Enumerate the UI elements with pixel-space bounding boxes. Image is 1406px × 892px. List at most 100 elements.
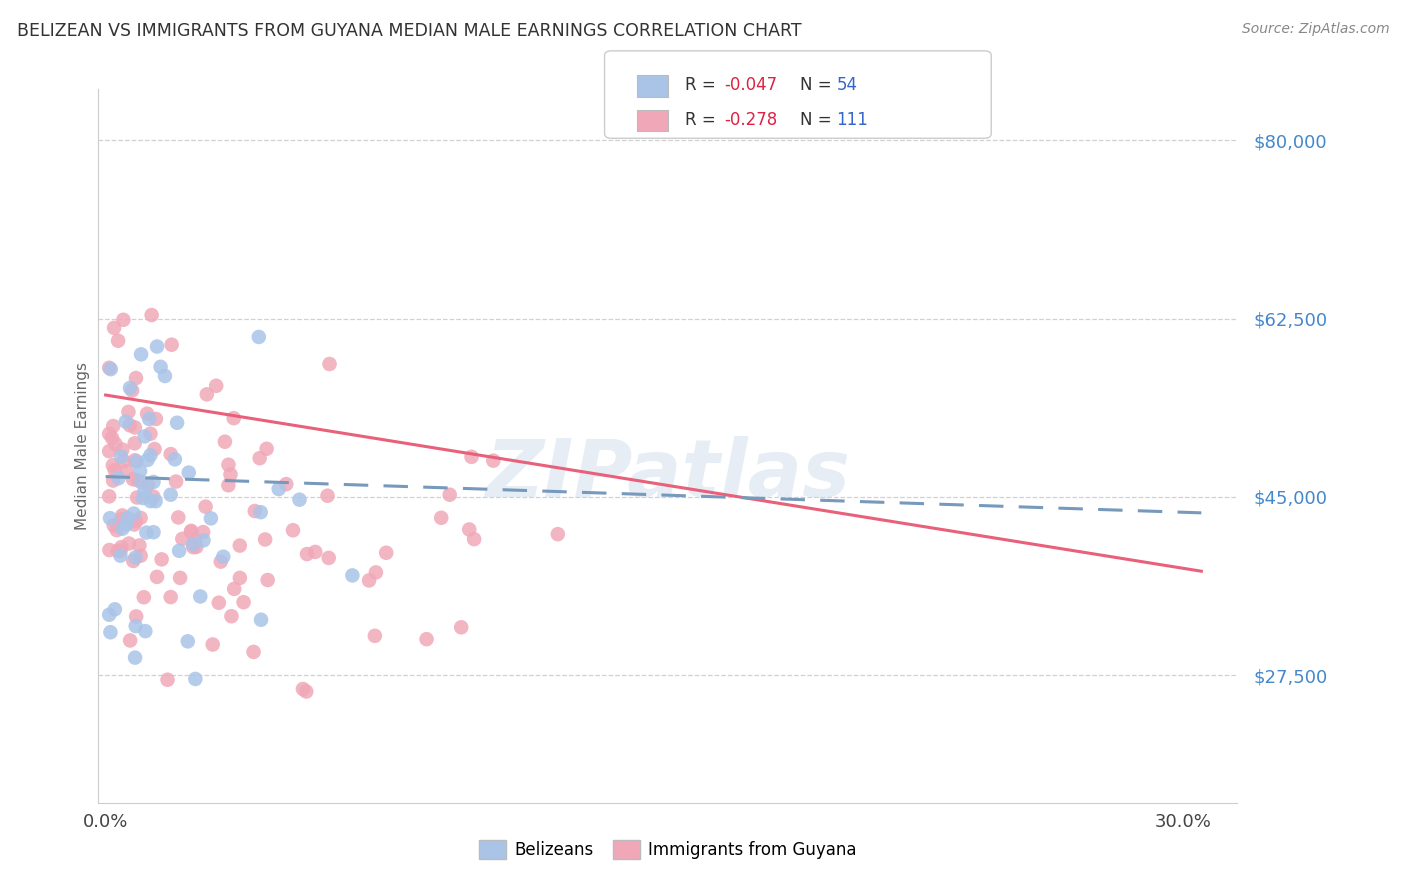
Point	[232, 595, 254, 609]
Point	[167, 510, 190, 524]
Text: N =: N =	[800, 111, 837, 128]
Point	[124, 550, 146, 565]
Point	[256, 573, 278, 587]
Point	[135, 525, 157, 540]
Point	[357, 574, 380, 588]
Point	[463, 532, 485, 546]
Point	[200, 511, 222, 525]
Point	[165, 475, 187, 489]
Point	[295, 547, 318, 561]
Point	[304, 545, 326, 559]
Point	[107, 471, 129, 485]
Point	[127, 473, 149, 487]
Point	[110, 549, 132, 563]
Point	[145, 494, 167, 508]
Point	[212, 549, 235, 564]
Point	[110, 450, 132, 464]
Point	[249, 505, 271, 519]
Point	[267, 482, 290, 496]
Point	[214, 434, 236, 449]
Point	[111, 522, 134, 536]
Point	[184, 533, 207, 547]
Point	[125, 619, 148, 633]
Point	[111, 442, 134, 457]
Point	[221, 609, 243, 624]
Point	[342, 568, 364, 582]
Point	[139, 448, 162, 462]
Point	[364, 566, 387, 580]
Point	[295, 684, 318, 698]
Point	[318, 357, 340, 371]
Point	[547, 527, 569, 541]
Point	[115, 517, 138, 532]
Point	[375, 546, 398, 560]
Point	[281, 523, 304, 537]
Point	[141, 308, 163, 322]
Point	[217, 458, 239, 472]
Point	[180, 524, 202, 539]
Point	[142, 525, 165, 540]
Point	[156, 673, 179, 687]
Point	[98, 543, 121, 558]
Text: ZIPatlas: ZIPatlas	[485, 435, 851, 514]
Point	[242, 645, 264, 659]
Point	[125, 491, 148, 505]
Point	[110, 544, 132, 558]
Point	[124, 420, 146, 434]
Point	[134, 484, 156, 499]
Point	[150, 552, 173, 566]
Point	[318, 550, 340, 565]
Point	[132, 591, 155, 605]
Point	[205, 379, 228, 393]
Point	[159, 590, 181, 604]
Y-axis label: Median Male Earnings: Median Male Earnings	[75, 362, 90, 530]
Point	[104, 602, 127, 616]
Point	[112, 454, 135, 468]
Point	[243, 504, 266, 518]
Text: N =: N =	[800, 76, 837, 95]
Point	[101, 474, 124, 488]
Point	[177, 466, 200, 480]
Point	[112, 313, 135, 327]
Point	[134, 429, 156, 443]
Point	[117, 511, 139, 525]
Point	[364, 629, 387, 643]
Point	[124, 436, 146, 450]
Point	[181, 537, 204, 551]
Point	[276, 477, 298, 491]
Text: R =: R =	[685, 76, 721, 95]
Point	[98, 360, 121, 375]
Point	[128, 538, 150, 552]
Point	[184, 672, 207, 686]
Point	[98, 489, 121, 503]
Point	[177, 634, 200, 648]
Point	[208, 596, 231, 610]
Point	[105, 523, 128, 537]
Point	[103, 518, 125, 533]
Point	[125, 371, 148, 385]
Point	[124, 650, 146, 665]
Point	[167, 543, 190, 558]
Point	[136, 477, 159, 491]
Point	[125, 454, 148, 468]
Point	[110, 540, 132, 554]
Legend: Belizeans, Immigrants from Guyana: Belizeans, Immigrants from Guyana	[472, 833, 863, 866]
Point	[110, 512, 132, 526]
Point	[450, 620, 472, 634]
Point	[142, 490, 165, 504]
Point	[159, 447, 181, 461]
Point	[103, 419, 125, 434]
Point	[149, 359, 172, 374]
Point	[131, 475, 153, 490]
Point	[136, 407, 159, 421]
Point	[139, 494, 162, 508]
Point	[143, 442, 166, 456]
Point	[160, 337, 183, 351]
Point	[142, 475, 165, 489]
Point	[193, 533, 215, 548]
Point	[122, 507, 145, 521]
Point	[117, 405, 139, 419]
Point	[166, 416, 188, 430]
Point	[120, 633, 142, 648]
Text: -0.047: -0.047	[724, 76, 778, 95]
